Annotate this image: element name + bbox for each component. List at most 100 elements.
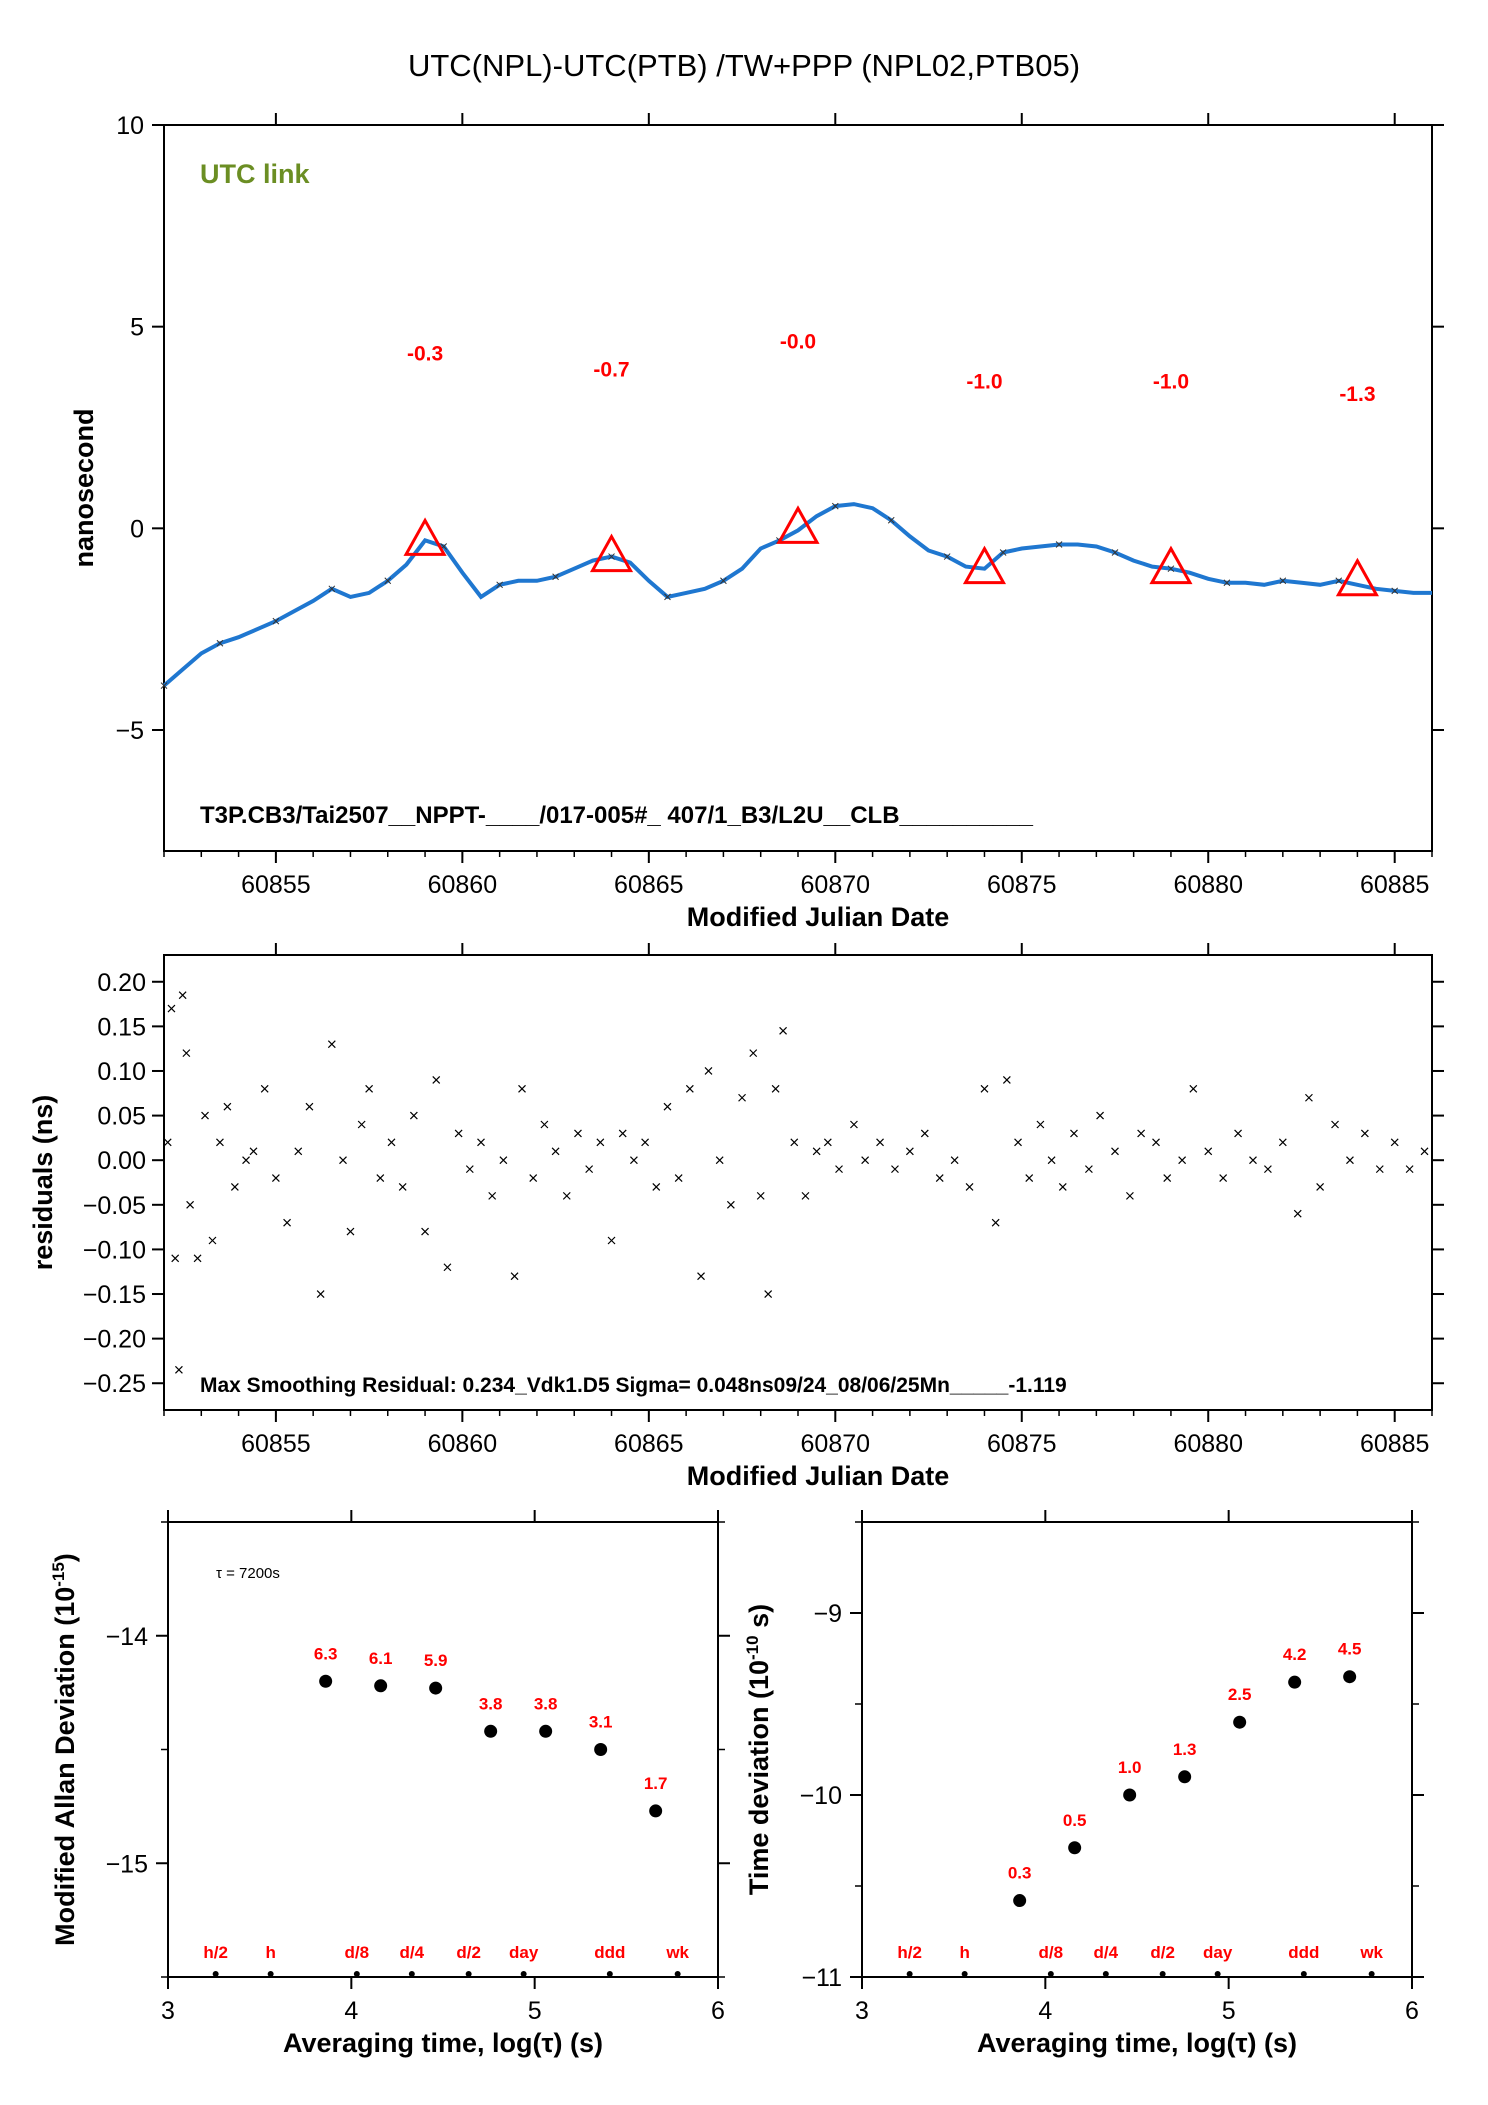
marker-triangle [1335, 557, 1379, 597]
residual-point [443, 1263, 452, 1272]
tdev-point-label: 4.2 [1283, 1645, 1307, 1664]
tdev-y-axis-label-main: Time deviation (10 [744, 1660, 774, 1895]
residual-point [715, 1156, 724, 1165]
residual-point [1047, 1156, 1056, 1165]
mdev-tau-note: τ = 7200s [216, 1565, 280, 1582]
residual-point [1305, 1093, 1313, 1102]
tdev-point [1068, 1841, 1082, 1855]
residuals-y-tick-label: −0.15 [83, 1281, 146, 1309]
main-footer-note: T3P.CB3/Tai2507__NPPT-____/017-005#_ 407… [200, 802, 1034, 829]
mdev-x-axis-label: Averaging time, log(τ) (s) [283, 2028, 603, 2058]
residuals-y-tick-label: 0.05 [97, 1103, 146, 1131]
residual-point [779, 1026, 788, 1035]
residual-point [365, 1084, 374, 1093]
mdev-point-label: 5.9 [424, 1651, 448, 1670]
residuals-y-tick-label: −0.10 [83, 1236, 146, 1264]
tdev-point [1178, 1770, 1192, 1784]
residual-point [663, 1102, 672, 1111]
marker-triangle [403, 517, 447, 556]
residual-point [641, 1138, 650, 1147]
series-point [1335, 577, 1343, 585]
tdev-period-dot [1300, 1971, 1307, 1977]
series-point [328, 585, 336, 593]
series-point [160, 682, 168, 689]
mdev-point [539, 1724, 553, 1738]
marker-triangle [1149, 545, 1193, 585]
mdev-period-label: wk [665, 1943, 689, 1962]
residuals-y-tick-label: 0.10 [97, 1058, 146, 1086]
series-point [496, 581, 504, 589]
utc-link-label: UTC link [200, 159, 310, 189]
tdev-period-dot [906, 1971, 913, 1977]
series-point [272, 617, 280, 625]
tdev-y-axis-label-exponent: -10 [743, 1635, 762, 1660]
residual-point [216, 1138, 224, 1147]
residual-point [738, 1093, 746, 1102]
tdev-point-label: 4.5 [1338, 1640, 1362, 1659]
residual-point [357, 1120, 366, 1129]
marker-value-label: -0.0 [780, 330, 816, 353]
residual-point [801, 1191, 810, 1200]
residual-point [1070, 1129, 1078, 1138]
residual-point [574, 1129, 582, 1138]
residual-point [1137, 1129, 1146, 1138]
residual-point [1316, 1183, 1325, 1191]
chart-title: UTC(NPL)-UTC(PTB) /TW+PPP (NPL02,PTB05) [407, 48, 1081, 83]
tdev-period-dot [1047, 1971, 1054, 1977]
mdev-point-label: 3.8 [534, 1694, 558, 1713]
residuals-x-tick-label: 60880 [1173, 1430, 1243, 1458]
residuals-x-tick-label: 60875 [987, 1430, 1057, 1458]
residuals-y-tick-label: −0.05 [83, 1192, 146, 1220]
residual-point [1390, 1138, 1399, 1147]
mdev-x-tick-label: 3 [161, 1997, 175, 2025]
residual-point [935, 1174, 944, 1182]
tdev-frame [861, 1521, 1413, 1978]
residual-point [540, 1120, 549, 1129]
residual-point [178, 991, 187, 1000]
tdev-period-dot [1368, 1971, 1375, 1977]
residual-point [454, 1129, 463, 1138]
mdev-period-dot [520, 1971, 527, 1977]
tdev-y-tick-label: −11 [801, 1964, 842, 1992]
main-x-tick-label: 60875 [987, 871, 1057, 899]
tdev-point [1123, 1788, 1137, 1802]
mdev-period-dot [408, 1971, 415, 1977]
residual-point [764, 1290, 773, 1298]
main-y-tick-label: 5 [130, 314, 144, 342]
residual-point [704, 1067, 713, 1075]
mdev-y-axis-label-end: ) [50, 1553, 80, 1562]
residual-point [171, 1254, 180, 1263]
residuals-y-tick-label: 0.20 [97, 969, 146, 997]
tdev-x-tick-label: 3 [855, 1997, 869, 2025]
residual-point [812, 1147, 821, 1156]
tdev-period-dot [961, 1971, 968, 1977]
residual-point [1111, 1147, 1119, 1156]
residual-point [1234, 1129, 1242, 1138]
residual-point [674, 1174, 683, 1182]
residual-point [465, 1165, 474, 1174]
residual-point [182, 1049, 191, 1058]
residual-point [167, 1004, 176, 1013]
mdev-y-tick-label: −15 [106, 1850, 148, 1878]
residual-point [585, 1165, 594, 1174]
residual-point [920, 1129, 929, 1138]
residual-point [850, 1120, 858, 1129]
series-point [1111, 549, 1119, 556]
residual-point [201, 1111, 209, 1120]
marker-value-label: -1.0 [1153, 371, 1189, 394]
mdev-point-label: 6.1 [369, 1649, 393, 1668]
residual-point [562, 1191, 571, 1200]
series-point [216, 639, 224, 647]
tdev-x-tick-label: 4 [1038, 1997, 1052, 2025]
residual-point [1178, 1156, 1187, 1165]
residual-point [749, 1049, 758, 1058]
tdev-y-axis-label: Time deviation (10-10 s) [743, 1604, 774, 1895]
main-frame [163, 124, 1433, 852]
mdev-period-label: d/8 [345, 1943, 370, 1962]
tdev-x-tick-label: 5 [1222, 1997, 1236, 2025]
residuals-x-tick-label: 60870 [801, 1430, 871, 1458]
residual-point [1096, 1111, 1105, 1120]
residual-point [905, 1147, 914, 1156]
mdev-frame [167, 1521, 719, 1978]
residual-point [174, 1365, 183, 1374]
